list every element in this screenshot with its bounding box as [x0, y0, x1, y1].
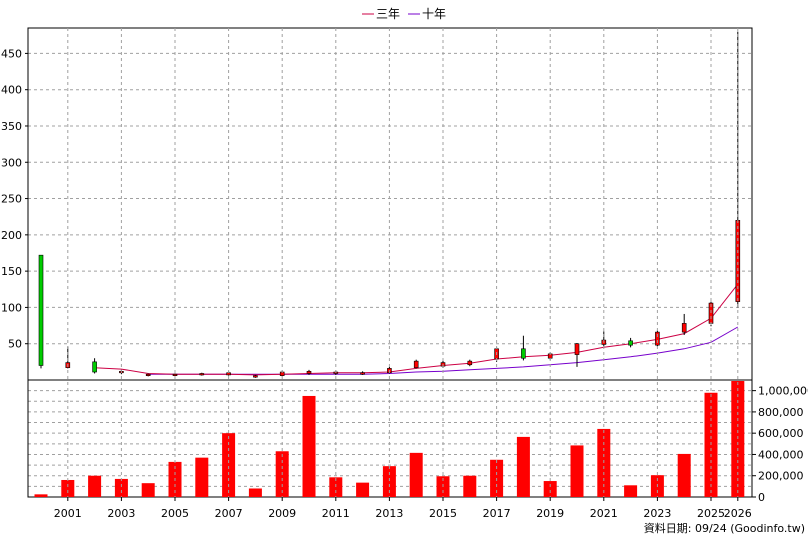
price-panel: 50 100 150 200 250 300 350 400 450	[1, 27, 753, 381]
price-tick-label: 400	[1, 84, 22, 97]
x-axis: 2001 2003 2005 2007 2009 2011 2013 2015 2017 2019…	[54, 28, 752, 520]
candle-body	[681, 323, 687, 333]
volume-tick-label: 600,000	[758, 427, 804, 440]
candle-body	[92, 361, 97, 373]
x-tick-label: 2021	[590, 507, 618, 520]
volume-bar	[409, 452, 423, 497]
volume-bar	[516, 436, 530, 497]
x-tick-label: 2015	[429, 507, 457, 520]
x-tick-label: 2005	[161, 507, 189, 520]
volume-bar	[302, 395, 316, 497]
price-tick-label: 450	[1, 47, 22, 60]
x-tick-label: 2025	[697, 507, 725, 520]
x-tick-label: 2023	[643, 507, 671, 520]
price-tick-label: 300	[1, 156, 22, 169]
volume-bar	[114, 478, 128, 497]
x-tick-label: 2019	[536, 507, 564, 520]
x-tick-label: 2009	[268, 507, 296, 520]
candle-body	[467, 360, 473, 366]
volume-bar	[141, 483, 155, 497]
candle-body	[413, 360, 419, 368]
x-tick-label: 2007	[215, 507, 243, 520]
legend-label-ten-year: 十年	[422, 7, 446, 21]
x-tick-label: 2011	[322, 507, 350, 520]
price-tick-label: 150	[1, 265, 22, 278]
price-panel-border	[27, 27, 753, 381]
x-tick-label: 2001	[54, 507, 82, 520]
data-source-footer: 資料日期: 09/24 (Goodinfo.tw)	[644, 521, 805, 535]
volume-bar	[356, 482, 370, 497]
volume-tick-label: 400,000	[758, 448, 804, 461]
legend-label-three-year: 三年	[376, 7, 400, 21]
candle-body	[655, 331, 660, 346]
candle-body	[226, 372, 231, 376]
candle-body	[253, 375, 258, 378]
volume-bar	[543, 481, 557, 497]
volume-tick-label: 200,000	[758, 470, 804, 483]
volume-tick-label: 800,000	[758, 406, 804, 419]
volume-bar	[677, 453, 691, 497]
x-tick-label: 2017	[483, 507, 511, 520]
volume-bar	[329, 477, 343, 497]
volume-bar	[624, 485, 638, 497]
volume-bar	[570, 445, 584, 497]
candle-body	[199, 373, 205, 376]
candle-body	[521, 348, 526, 359]
price-tick-label: 250	[1, 193, 22, 206]
candle-body	[574, 343, 580, 355]
volume-tick-label: 0	[758, 491, 765, 504]
volume-bar	[195, 457, 209, 497]
price-tick-label: 50	[8, 338, 22, 351]
volume-bar	[222, 433, 236, 497]
price-tick-label: 100	[1, 301, 22, 314]
volume-tick-label: 1,000,000	[758, 385, 808, 398]
chart-legend: 三年 十年	[362, 7, 446, 21]
volume-bar	[248, 488, 262, 497]
volume-bar	[382, 466, 396, 497]
volume-bar	[61, 479, 75, 497]
x-tick-label: 2026	[724, 507, 752, 520]
candle-body	[306, 370, 312, 374]
x-tick-label: 2013	[375, 507, 403, 520]
price-tick-label: 350	[1, 120, 22, 133]
candle-body	[360, 372, 365, 375]
candle-body	[172, 373, 178, 376]
price-tick-label: 200	[1, 229, 22, 242]
volume-bar	[463, 475, 477, 497]
x-tick-label: 2003	[107, 507, 135, 520]
volume-panel: 0 200,000 400,000 600,000 800,000 1,000,000	[27, 379, 808, 504]
candle-body	[145, 373, 151, 376]
volume-bar	[88, 475, 102, 497]
volume-bar	[34, 494, 48, 497]
candle-body	[38, 254, 44, 366]
candle-body	[628, 340, 633, 346]
